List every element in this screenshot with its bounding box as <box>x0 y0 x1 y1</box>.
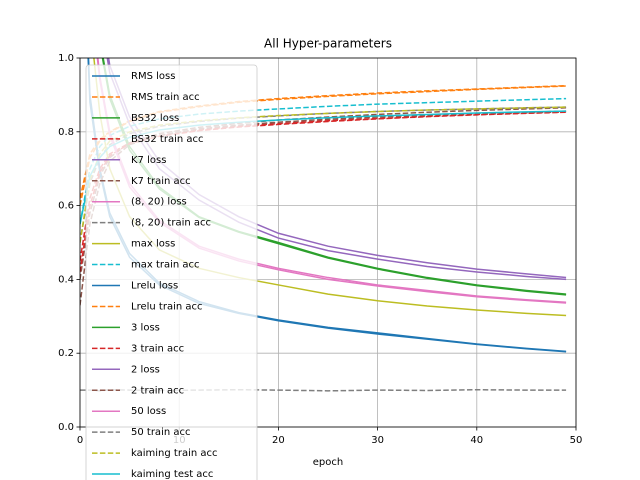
legend-label: 2 loss <box>131 364 160 375</box>
legend-label: 50 loss <box>131 406 166 417</box>
y-tick-label: 1.0 <box>58 53 74 64</box>
legend-label: 2 train acc <box>131 385 184 396</box>
legend-label: kaiming test acc <box>131 469 213 480</box>
y-tick-label: 0.4 <box>58 274 74 285</box>
chart-title: All Hyper-parameters <box>264 37 392 51</box>
legend: RMS loss RMS train acc BS32 loss BS32 train… <box>85 64 258 480</box>
axes-frame <box>79 57 577 428</box>
y-tick-label: 0.0 <box>58 422 74 433</box>
legend-label: 50 train acc <box>131 427 190 438</box>
y-tick-label: 0.2 <box>58 348 74 359</box>
y-tick-label: 0.8 <box>58 127 74 138</box>
legend-label: K7 train acc <box>131 176 191 187</box>
x-tick-label: 0 <box>77 435 83 446</box>
x-tick-label: 40 <box>470 435 483 446</box>
legend-label: RMS train acc <box>131 92 200 103</box>
x-tick-label: 20 <box>272 435 285 446</box>
x-tick-label: 30 <box>371 435 384 446</box>
legend-label: 3 loss <box>131 322 160 333</box>
legend-label: max loss <box>131 239 175 250</box>
legend-label: 3 train acc <box>131 343 184 354</box>
x-tick-label: 50 <box>570 435 583 446</box>
legend-label: max train acc <box>131 260 200 271</box>
x-axis-label: epoch <box>313 457 343 468</box>
legend-label: (8, 20) loss <box>131 197 187 208</box>
legend-box <box>85 64 258 480</box>
y-tick-label: 0.6 <box>58 201 74 212</box>
legend-label: kaiming train acc <box>131 448 217 459</box>
legend-label: Lrelu train acc <box>131 301 203 312</box>
legend-label: BS32 train acc <box>131 134 204 145</box>
legend-label: K7 loss <box>131 155 166 166</box>
legend-label: BS32 loss <box>131 113 179 124</box>
legend-label: (8, 20) train acc <box>131 218 211 229</box>
legend-label: Lrelu loss <box>131 281 178 292</box>
legend-label: RMS loss <box>131 71 175 82</box>
